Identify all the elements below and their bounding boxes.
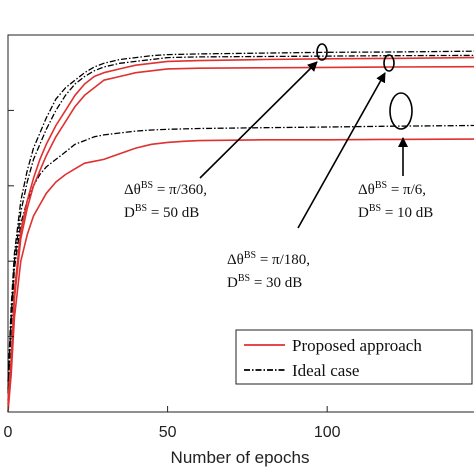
annotation-line-1: ΔθBS = π/180,: [227, 250, 310, 268]
axes-frame: [7, 34, 474, 413]
annotation-ellipses: [316, 43, 413, 130]
legend-label: Proposed approach: [292, 336, 422, 355]
annotation-ellipse: [389, 92, 413, 130]
annotation-arrows: [199, 61, 408, 229]
annotation-line-2: DBS = 10 dB: [358, 203, 433, 221]
series-line-ideal: [7, 50, 474, 382]
legend: Proposed approach Ideal case: [235, 329, 473, 385]
series-line-ideal: [7, 54, 474, 390]
annotation-line-1: ΔθBS = π/360,: [124, 180, 207, 198]
legend-label: Ideal case: [292, 361, 359, 380]
annotation-line-2: DBS = 30 dB: [227, 273, 302, 291]
series-line-proposed: [7, 138, 474, 413]
annotation-labels: ΔθBS = π/360, DBS = 50 dB ΔθBS = π/180, DBS…: [124, 180, 433, 291]
series-layer: [7, 50, 474, 413]
annotation-ellipse: [383, 54, 395, 72]
series-line-proposed: [7, 56, 474, 405]
legend-box: [235, 329, 473, 385]
x-tick-label: 0: [4, 424, 13, 441]
annotation-arrow: [199, 61, 318, 179]
x-tick-label: 100: [314, 424, 341, 441]
annotation-arrow: [297, 72, 386, 229]
annotation-line-1: ΔθBS = π/6,: [358, 180, 426, 198]
plot-area: [7, 34, 474, 413]
x-axis-label: Number of epochs: [171, 448, 310, 467]
annotation-line-2: DBS = 50 dB: [124, 203, 199, 221]
x-tick-label: 50: [159, 424, 177, 441]
ticks: 0 50 100: [4, 109, 341, 441]
annotation-ellipse: [316, 43, 328, 61]
series-line-proposed: [7, 65, 474, 401]
